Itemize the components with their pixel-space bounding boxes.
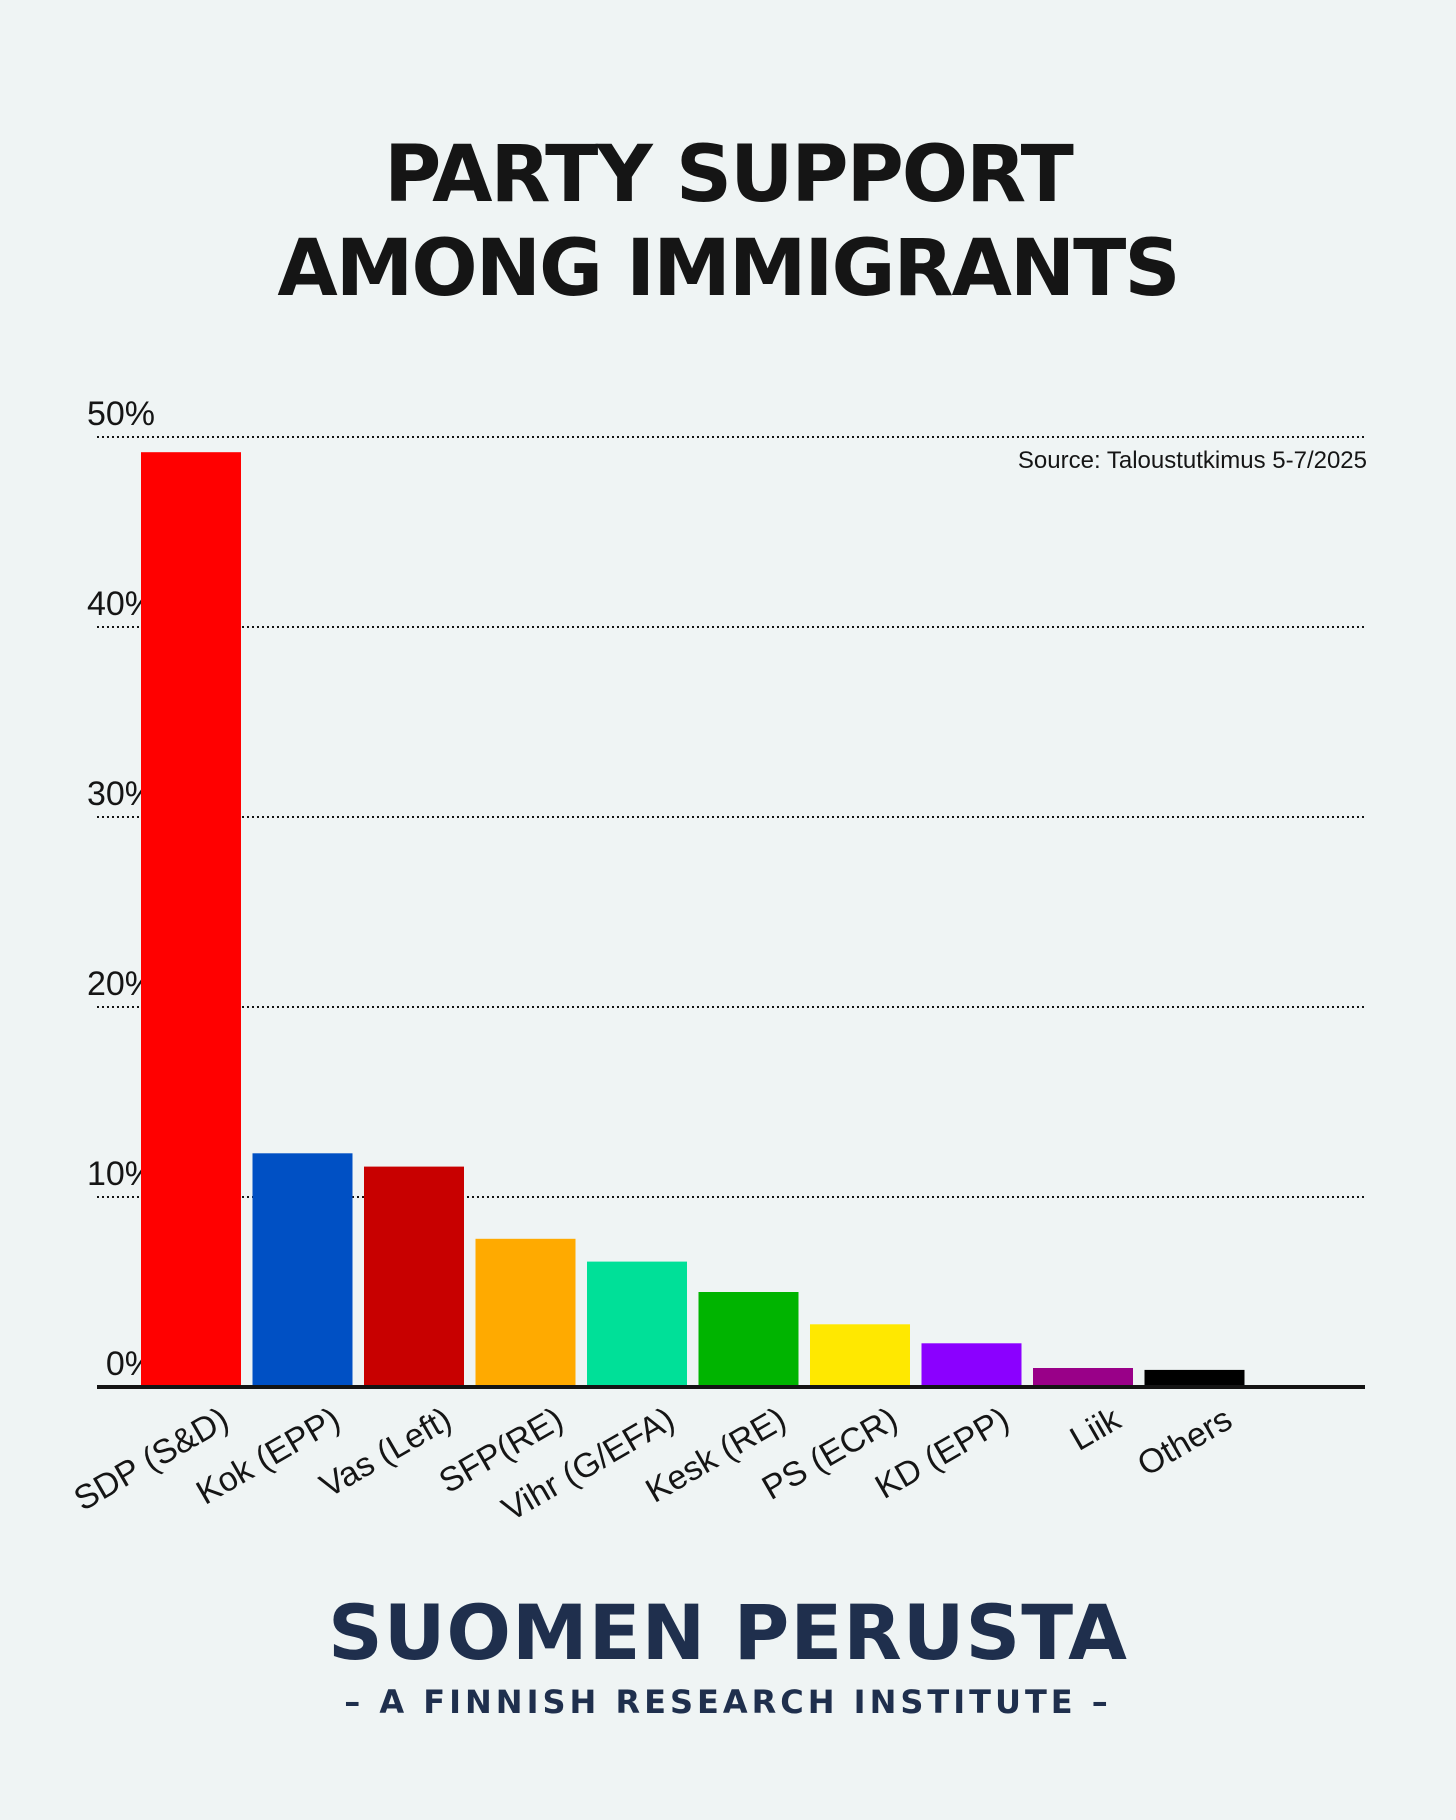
bar-vihr-g-efa: [587, 1261, 687, 1387]
brand-logo: SUOMEN PERUSTA – A FINNISH RESEARCH INST…: [0, 1588, 1456, 1722]
x-tick-label: Liik: [1064, 1400, 1128, 1459]
source-note: Source: Taloustutkimus 5-7/2025: [1018, 447, 1367, 474]
bar-sdp-s-d: [141, 452, 241, 1387]
bar-kesk-re: [698, 1292, 799, 1387]
x-tick-label: Others: [1131, 1400, 1238, 1484]
bar-vas-left: [364, 1166, 464, 1387]
bar-kok-epp: [252, 1153, 353, 1387]
x-axis-ticks: SDP (S&D)Kok (EPP)Vas (Left)SFP(RE)Vihr …: [68, 1400, 1239, 1529]
gridlines: [97, 436, 1367, 1198]
bar-others: [1144, 1369, 1245, 1387]
bar-chart: 0%10%20%30%40%50% SDP (S&D)Kok (EPP)Vas …: [68, 395, 1367, 1529]
brand-tagline: – A FINNISH RESEARCH INSTITUTE –: [344, 1683, 1112, 1721]
bar-liik: [1033, 1368, 1133, 1387]
bar-kd-epp: [921, 1343, 1022, 1387]
bar-sfp-re: [475, 1238, 576, 1387]
title-line-1: PARTY SUPPORT: [384, 130, 1074, 220]
chart-title: PARTY SUPPORT AMONG IMMIGRANTS: [0, 128, 1456, 316]
title-line-2: AMONG IMMIGRANTS: [277, 224, 1180, 314]
y-tick-label: 50%: [87, 395, 155, 433]
brand-name: SUOMEN PERUSTA: [327, 1588, 1128, 1677]
bar-ps-ecr: [810, 1324, 910, 1387]
bars: [141, 452, 1245, 1387]
